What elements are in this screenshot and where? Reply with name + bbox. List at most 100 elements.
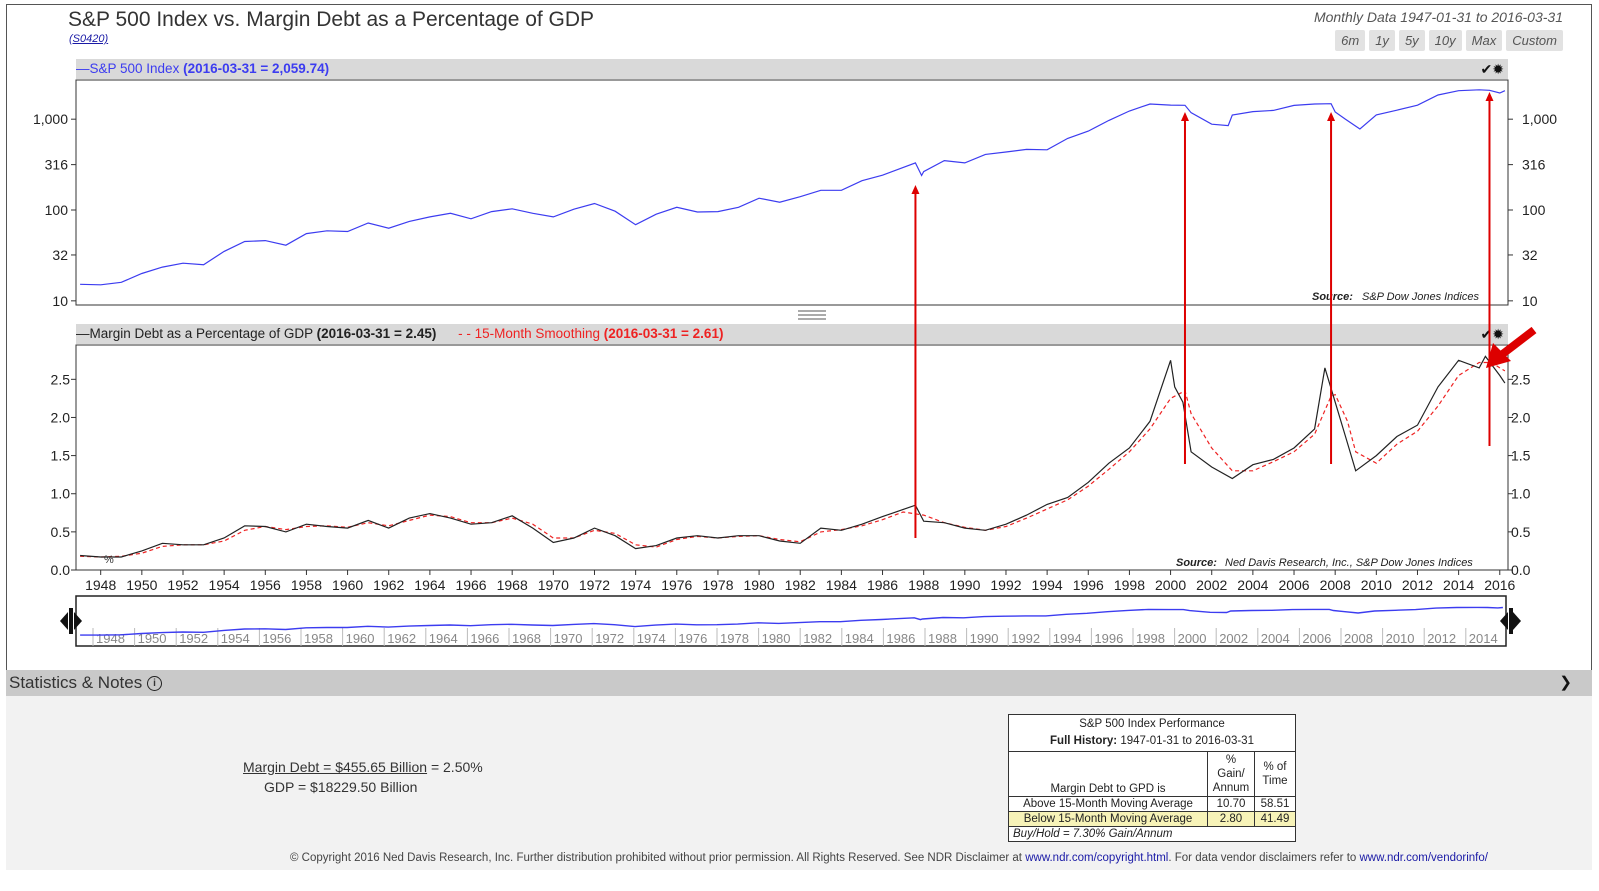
statistics-notes-bar[interactable]: Statistics & Notes i ❯ — [6, 670, 1592, 696]
navigator-year-label: 1978 — [720, 631, 749, 646]
chart-code-link[interactable]: (S0420) — [69, 33, 109, 45]
bottom-y-tick-label: 0.0 — [51, 562, 71, 578]
x-tick-label: 1998 — [1114, 577, 1145, 593]
top-y-tick-label: 10 — [52, 293, 68, 309]
bottom-y-tick-label: 1.5 — [51, 448, 71, 464]
navigator-year-label: 1964 — [429, 631, 458, 646]
top-y-axis: 10 10 32 32 100 100 316 316 1,000 1,000 — [33, 111, 1557, 309]
navigator-year-labels: 1948 1950 1952 1954 1956 1958 1960 1962 1964 1966… — [92, 628, 1498, 646]
range-1y-button[interactable]: 1y — [1369, 30, 1395, 51]
x-tick-label: 2012 — [1402, 577, 1433, 593]
gear-icon[interactable]: ✹ — [1492, 326, 1504, 342]
unit-label: % — [104, 554, 114, 566]
navigator-series-line — [80, 606, 1503, 636]
navigator-year-label: 1948 — [96, 631, 125, 646]
x-tick-label: 1996 — [1073, 577, 1104, 593]
range-6m-button[interactable]: 6m — [1335, 30, 1366, 51]
gear-icon[interactable]: ✹ — [1492, 61, 1504, 77]
info-icon[interactable]: i — [146, 676, 162, 692]
statistics-notes-title: Statistics & Notes — [9, 673, 143, 692]
perf-history-range: 1947-01-31 to 2016-03-31 — [1120, 735, 1254, 747]
navigator-year-label: 2012 — [1427, 631, 1456, 646]
chevron-down-icon[interactable]: ❯ — [1559, 674, 1572, 691]
x-tick-label: 1954 — [209, 577, 240, 593]
perf-row-gain: 2.80 — [1207, 811, 1255, 827]
panel-splitter-icon[interactable] — [798, 310, 826, 320]
annotation-arrow-head — [911, 185, 920, 194]
navigator-area[interactable] — [75, 595, 1507, 647]
legend-margin-value: (2016-03-31 = 2.45) — [316, 326, 437, 341]
navigator-year-label: 1970 — [554, 631, 583, 646]
x-tick-label: 1964 — [414, 577, 445, 593]
x-tick-label: 1962 — [373, 577, 404, 593]
gdp-value: GDP = $18229.50 Billion — [264, 779, 418, 795]
bottom-panel-controls[interactable]: ✔✹ — [1481, 324, 1504, 344]
bottom-y-tick-label-right: 2.5 — [1511, 371, 1531, 387]
vendor-link[interactable]: www.ndr.com/vendorinfo/ — [1359, 852, 1488, 864]
navigator-year-label: 2000 — [1178, 631, 1207, 646]
x-tick-label: 1958 — [291, 577, 322, 593]
navigator-left-handle[interactable] — [60, 608, 82, 634]
x-tick-label: 2014 — [1443, 577, 1474, 593]
annotation-arrow-head — [1327, 112, 1336, 121]
chevron-down-icon[interactable]: ✔ — [1480, 61, 1493, 77]
top-y-tick-label-right: 316 — [1522, 157, 1546, 173]
perf-row-label: Below 15-Month Moving Average — [1008, 811, 1208, 827]
bottom-y-axis: 0.0 0.0 0.5 0.5 1.0 1.0 1.5 1.5 2.0 2.0 2.5 2.5 — [51, 371, 1531, 578]
data-range-label: Monthly Data 1947-01-31 to 2016-03-31 — [1313, 9, 1563, 25]
performance-table: S&P 500 Index Performance Full History: … — [1008, 714, 1296, 842]
table-row: Above 15-Month Moving Average 10.70 58.5… — [1008, 796, 1296, 812]
x-tick-label: 1986 — [867, 577, 898, 593]
big-red-arrow-icon — [1486, 326, 1537, 368]
x-tick-label: 2016 — [1484, 577, 1515, 593]
range-10y-button[interactable]: 10y — [1428, 30, 1462, 51]
range-5y-button[interactable]: 5y — [1398, 30, 1425, 51]
copyright-link[interactable]: www.ndr.com/copyright.html — [1025, 852, 1169, 864]
navigator-year-label: 1956 — [262, 631, 291, 646]
bottom-y-tick-label: 2.0 — [51, 409, 71, 425]
x-tick-label: 1952 — [167, 577, 198, 593]
x-tick-label: 2008 — [1320, 577, 1351, 593]
x-tick-label: 1970 — [538, 577, 569, 593]
bottom-y-tick-label: 2.5 — [51, 371, 71, 387]
range-custom-button[interactable]: Custom — [1506, 30, 1563, 51]
x-tick-label: 1948 — [85, 577, 116, 593]
table-row: Below 15-Month Moving Average 2.80 41.49 — [1008, 811, 1296, 827]
chart-title: S&P 500 Index vs. Margin Debt as a Perce… — [68, 8, 595, 31]
legend-margin-label: Margin Debt as a Percentage of GDP — [89, 326, 313, 341]
bottom-y-tick-label-right: 1.0 — [1511, 486, 1531, 502]
top-panel-controls[interactable]: ✔✹ — [1481, 59, 1504, 79]
navigator-year-label: 2008 — [1344, 631, 1373, 646]
copyright-mid: . For data vendor disclaimers refer to — [1168, 852, 1360, 864]
bottom-y-tick-label: 1.0 — [51, 486, 71, 502]
navigator-year-label: 1996 — [1094, 631, 1123, 646]
navigator-year-label: 1950 — [138, 631, 167, 646]
x-tick-label: 1988 — [908, 577, 939, 593]
x-tick-label: 1978 — [702, 577, 733, 593]
x-tick-label: 1974 — [620, 577, 651, 593]
navigator-year-label: 1972 — [595, 631, 624, 646]
navigator-year-label: 1990 — [970, 631, 999, 646]
top-y-tick-label-right: 10 — [1522, 293, 1538, 309]
x-tick-label: 1992 — [990, 577, 1021, 593]
sp500-series-line — [80, 89, 1506, 286]
chevron-down-icon[interactable]: ✔ — [1480, 326, 1493, 342]
x-tick-label: 1990 — [949, 577, 980, 593]
perf-table-title: S&P 500 Index Performance — [1079, 718, 1225, 730]
bottom-y-tick-label-right: 0.0 — [1511, 562, 1531, 578]
navigator-year-label: 1988 — [928, 631, 957, 646]
navigator-year-label: 1958 — [304, 631, 333, 646]
perf-history-label: Full History: — [1050, 735, 1118, 747]
x-tick-label: 2004 — [1237, 577, 1268, 593]
top-y-tick-label: 1,000 — [33, 111, 68, 127]
range-max-button[interactable]: Max — [1465, 30, 1503, 51]
x-tick-label: 2002 — [1196, 577, 1227, 593]
x-tick-label: 1950 — [126, 577, 157, 593]
navigator-year-label: 1986 — [886, 631, 915, 646]
navigator-year-label: 1974 — [637, 631, 666, 646]
navigator-right-handle[interactable] — [1500, 608, 1521, 634]
bottom-y-tick-label-right: 0.5 — [1511, 524, 1531, 540]
top-y-tick-label: 316 — [45, 157, 69, 173]
top-y-tick-label: 32 — [52, 247, 68, 263]
margin-debt-note: Margin Debt = $455.65 Billion = 2.50% GD… — [243, 757, 483, 797]
